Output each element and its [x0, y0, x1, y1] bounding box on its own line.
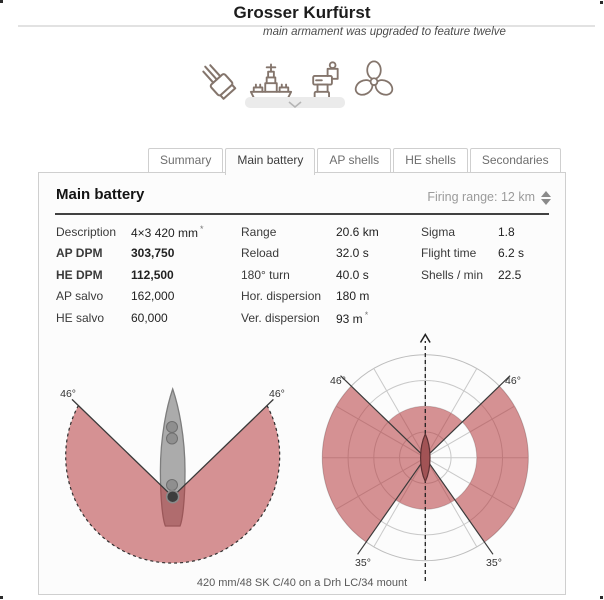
stat-range: Range 20.6 km	[241, 224, 379, 239]
stat-ver-dispersion: Ver. dispersion 93 m *	[241, 309, 369, 326]
stats-column-2: Range 20.6 km Reload 32.0 s 180° turn 40…	[241, 221, 421, 329]
polar-arc-diagram: 46° 46° 35° 35°	[321, 333, 529, 581]
stat-he-salvo: HE salvo 60,000	[56, 310, 168, 325]
tab-summary[interactable]: Summary	[148, 148, 224, 173]
gun-mount-caption: 420 mm/48 SK C/40 on a Drh LC/34 mount	[196, 577, 408, 589]
page-title: Grosser Kurfürst	[233, 3, 371, 22]
tab-he-shells[interactable]: HE shells	[393, 148, 468, 173]
panel-title: Main battery	[56, 186, 145, 203]
turret-forward-1[interactable]	[166, 421, 178, 433]
spinner-up-icon[interactable]	[541, 191, 551, 197]
module-selector-bar[interactable]	[245, 97, 345, 109]
hull-icon[interactable]	[248, 60, 294, 102]
main-battery-panel: Main battery Firing range: 12 km Descrip…	[38, 172, 566, 595]
footnote-marker: *	[200, 223, 204, 234]
panel-title-underline	[55, 213, 549, 215]
stat-turn-time: 180° turn 40.0 s	[241, 267, 369, 282]
stat-reload: Reload 32.0 s	[241, 246, 369, 261]
stats-column-1: Description 4×3 420 mm * AP DPM 303,750 H…	[56, 221, 241, 329]
tab-bar: Summary Main battery AP shells HE shells…	[148, 148, 563, 175]
firing-range-value: Firing range: 12 km	[427, 190, 535, 204]
turret-arc-diagram: 46° 46°	[60, 386, 285, 564]
heading-arrow-icon	[419, 333, 431, 343]
turret-aft-2-selected[interactable]	[165, 489, 180, 504]
corner-mark-top-right	[600, 1, 603, 4]
engine-icon[interactable]	[352, 60, 396, 102]
spinner-down-icon[interactable]	[541, 199, 551, 205]
stat-he-dpm: HE DPM 112,500	[56, 267, 174, 282]
page-subtitle: main armament was upgraded to feature tw…	[263, 26, 506, 38]
polar-label-bow-starboard: 46°	[505, 375, 521, 387]
tab-main-battery[interactable]: Main battery	[225, 148, 316, 175]
polar-angle-lines	[340, 375, 511, 555]
stat-ap-dpm: AP DPM 303,750	[56, 246, 175, 261]
tab-ap-shells[interactable]: AP shells	[317, 148, 392, 173]
arc-angle-label-starboard: 46°	[269, 388, 285, 400]
stat-hor-dispersion: Hor. dispersion 180 m	[241, 289, 370, 304]
polar-label-stern-port: 35°	[355, 557, 371, 569]
tab-secondaries[interactable]: Secondaries	[469, 148, 561, 173]
footnote-marker: *	[364, 309, 369, 320]
polar-label-bow-port: 46°	[330, 375, 346, 387]
turret-forward-2[interactable]	[166, 432, 178, 445]
stats-column-3: Sigma 1.8 Flight time 6.2 s Shells / min…	[421, 221, 561, 286]
polar-label-stern-starboard: 35°	[486, 557, 502, 569]
stat-description: Description 4×3 420 mm *	[56, 223, 204, 240]
corner-mark-bottom-left	[0, 596, 3, 599]
title-divider	[18, 25, 595, 27]
corner-mark-bottom-right	[600, 596, 603, 599]
stat-sigma: Sigma 1.8	[421, 224, 515, 239]
stat-shells-per-min: Shells / min 22.5	[421, 267, 522, 282]
center-ship-silhouette	[419, 432, 431, 483]
corner-mark-top-left	[0, 0, 3, 3]
firing-arc-dashed-edge	[65, 405, 281, 564]
arc-angle-label-port: 46°	[60, 388, 76, 400]
arc-limit-line-port	[71, 398, 174, 498]
firing-range-spinner[interactable]	[540, 189, 552, 207]
arc-limit-line-starboard	[172, 398, 274, 498]
chevron-down-icon	[288, 101, 302, 109]
stat-ap-salvo: AP salvo 162,000	[56, 289, 175, 304]
firing-arc-fill	[65, 405, 280, 564]
turret-aft-1[interactable]	[166, 479, 178, 491]
main-guns-icon[interactable]	[196, 58, 248, 102]
fire-control-icon[interactable]	[306, 60, 342, 102]
stat-flight-time: Flight time 6.2 s	[421, 246, 525, 261]
